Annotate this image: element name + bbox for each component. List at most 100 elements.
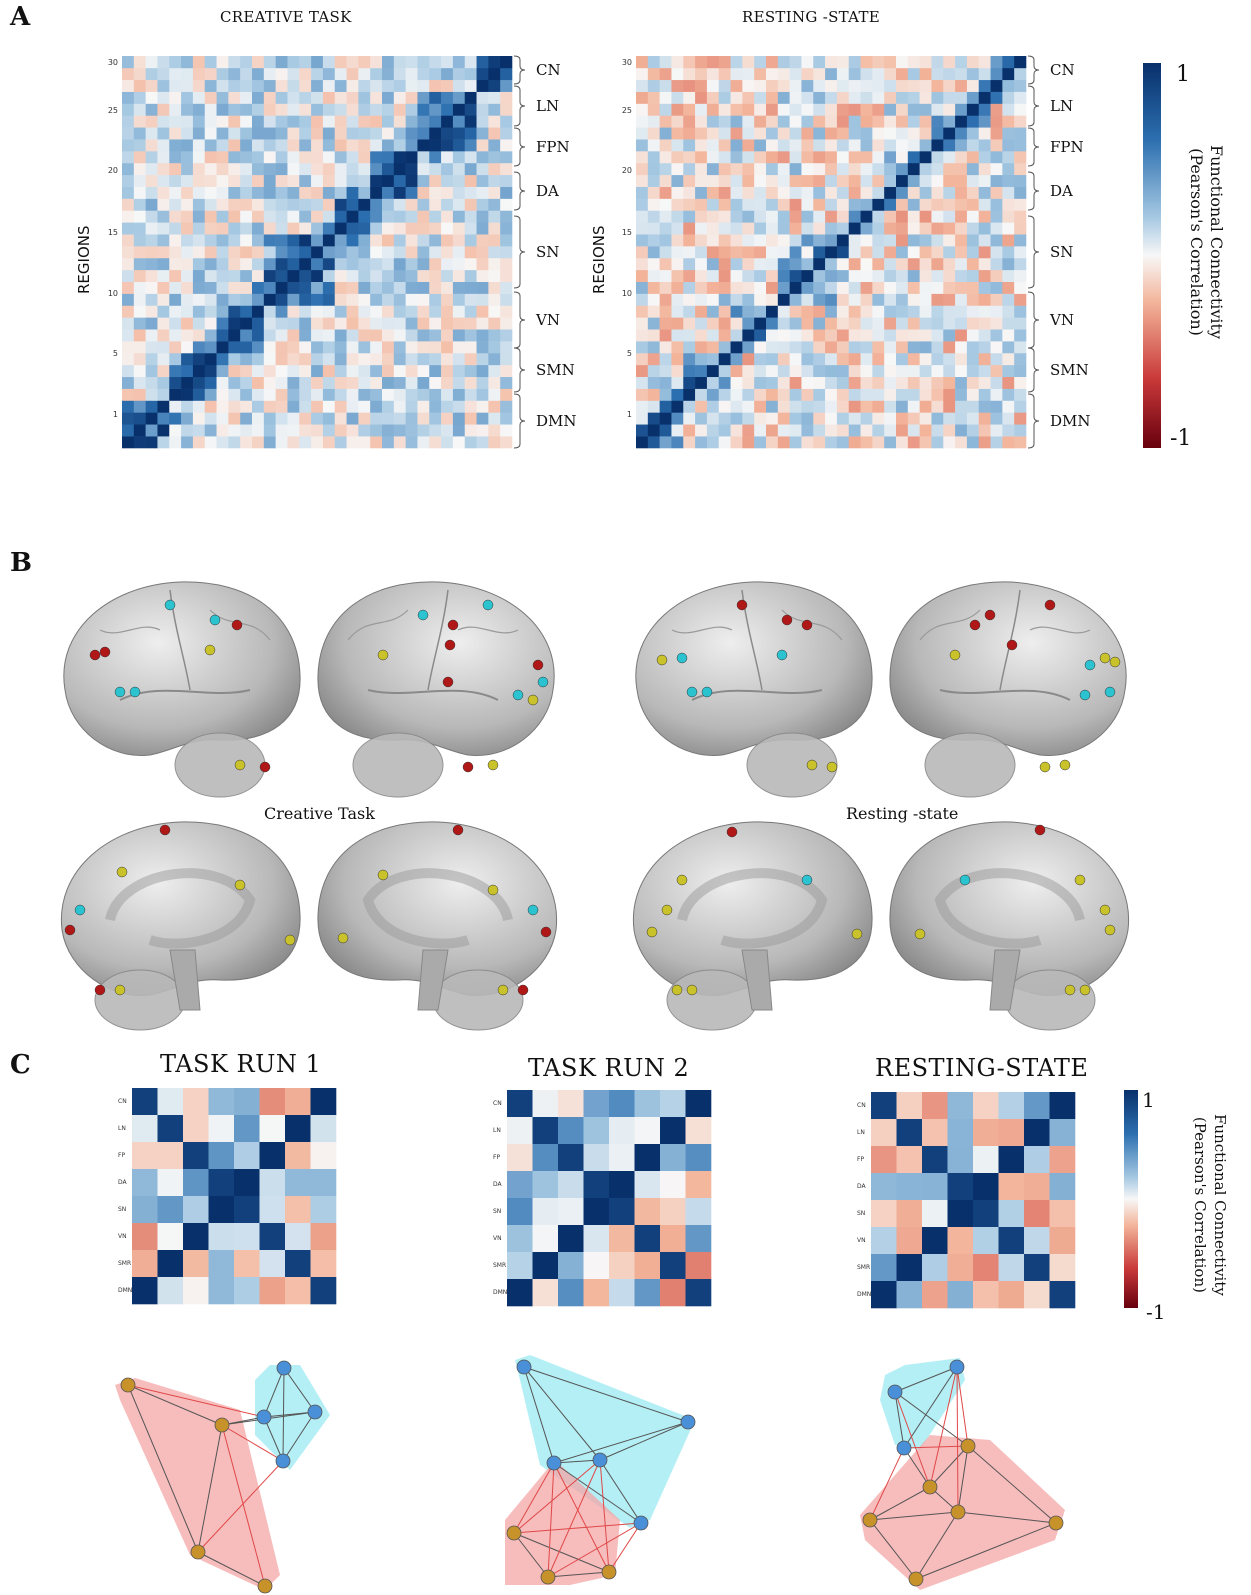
matrix-cell	[978, 103, 991, 116]
matrix-cell	[789, 210, 802, 223]
matrix-cell	[718, 56, 731, 69]
matrix-cell	[884, 246, 897, 259]
matrix-cell	[240, 139, 253, 152]
matrix-cell	[860, 91, 873, 104]
matrix-cell	[311, 388, 324, 401]
matrix-cell	[955, 91, 968, 104]
matrix-cell	[931, 317, 944, 330]
matrix-cell	[192, 412, 206, 425]
matrix-cell	[310, 1250, 337, 1278]
matrix-cell	[157, 364, 170, 378]
matrix-cell	[634, 1279, 661, 1307]
matrix-cell	[358, 352, 371, 366]
matrix-cell	[896, 329, 909, 342]
matrix-cell	[978, 91, 991, 104]
matrix-cell	[441, 281, 454, 294]
matrix-cell	[966, 162, 980, 176]
matrix-cell	[931, 234, 944, 247]
matrix-cell	[583, 1279, 610, 1307]
matrix-cell	[896, 352, 909, 366]
matrix-cell	[609, 1279, 635, 1307]
matrix-cell	[204, 234, 217, 247]
matrix-cell	[358, 162, 371, 176]
matrix-cell	[777, 424, 790, 437]
matrix-cell	[718, 281, 731, 294]
matrix-cell	[417, 67, 430, 81]
matrix-cell	[558, 1225, 584, 1253]
matrix-cell	[836, 79, 850, 92]
matrix-cell	[346, 162, 359, 176]
matrix-cell	[919, 412, 932, 425]
matrix-cell	[405, 79, 418, 92]
matrix-cell	[801, 329, 814, 342]
brain-lateral-view	[889, 581, 1127, 798]
matrix-cell	[393, 293, 406, 306]
matrix-cell	[145, 412, 158, 425]
graph-edge	[915, 1522, 1057, 1580]
matrix-cell	[919, 115, 932, 128]
matrix-cell	[966, 436, 980, 449]
matrix-cell	[907, 317, 920, 330]
matrix-cell	[695, 234, 708, 247]
matrix-cell	[192, 79, 206, 92]
matrix-cell	[405, 115, 418, 128]
matrix-cell	[417, 376, 430, 389]
matrix-cell	[966, 341, 980, 354]
matrix-cell	[647, 151, 660, 164]
matrix-cell	[884, 162, 897, 176]
matrix-cell	[718, 329, 731, 342]
matrix-cell	[683, 139, 696, 152]
matrix-cell	[660, 1252, 686, 1280]
matrix-cell	[417, 352, 430, 366]
regions-axis-label-left: REGIONS	[75, 225, 93, 295]
matrix-cell	[789, 67, 802, 81]
matrix-cell	[583, 1225, 610, 1253]
matrix-cell	[659, 139, 672, 152]
matrix-cell	[871, 1119, 897, 1147]
matrix-cell	[636, 281, 649, 294]
matrix-cell	[382, 127, 395, 140]
matrix-cell	[943, 186, 956, 199]
matrix-cell	[122, 293, 135, 306]
region-dot	[959, 874, 971, 886]
matrix-cell	[718, 198, 731, 211]
matrix-cell	[647, 210, 660, 223]
matrix-cell	[789, 352, 802, 366]
graph-edge	[127, 1384, 199, 1553]
matrix-cell	[955, 400, 968, 413]
matrix-cell	[240, 269, 253, 282]
matrix-cell	[145, 103, 158, 116]
matrix-cell	[766, 364, 779, 378]
matrix-cell	[204, 269, 217, 282]
matrix-cell	[208, 1223, 235, 1251]
matrix-cell	[429, 234, 442, 247]
matrix-cell	[157, 1196, 184, 1224]
matrix-cell	[706, 293, 720, 306]
matrix-cell	[358, 400, 371, 413]
matrix-cell	[978, 139, 991, 152]
graph-edge	[599, 1459, 642, 1524]
matrix-cell	[1002, 222, 1015, 235]
matrix-cell	[334, 281, 347, 294]
matrix-cell	[718, 412, 731, 425]
matrix-cell	[825, 234, 838, 247]
matrix-cell	[334, 400, 347, 413]
matrix-cell	[252, 412, 265, 425]
matrix-cell	[706, 210, 720, 223]
matrix-cell	[825, 257, 838, 271]
matrix-cell	[896, 293, 909, 306]
matrix-cell	[683, 174, 696, 187]
graph-edge	[282, 1367, 285, 1462]
matrix-cell	[998, 1281, 1025, 1309]
matrix-cell	[695, 329, 708, 342]
ytick-label: 25	[107, 106, 118, 115]
matrix-cell	[718, 364, 731, 378]
matrix-cell	[275, 127, 288, 140]
matrix-row-label: SMR	[118, 1260, 132, 1267]
matrix-cell	[145, 293, 158, 306]
matrix-cell	[216, 329, 229, 342]
matrix-cell	[287, 376, 300, 389]
matrix-cell	[310, 1277, 337, 1305]
matrix-cell	[464, 151, 477, 164]
matrix-cell	[382, 56, 395, 69]
